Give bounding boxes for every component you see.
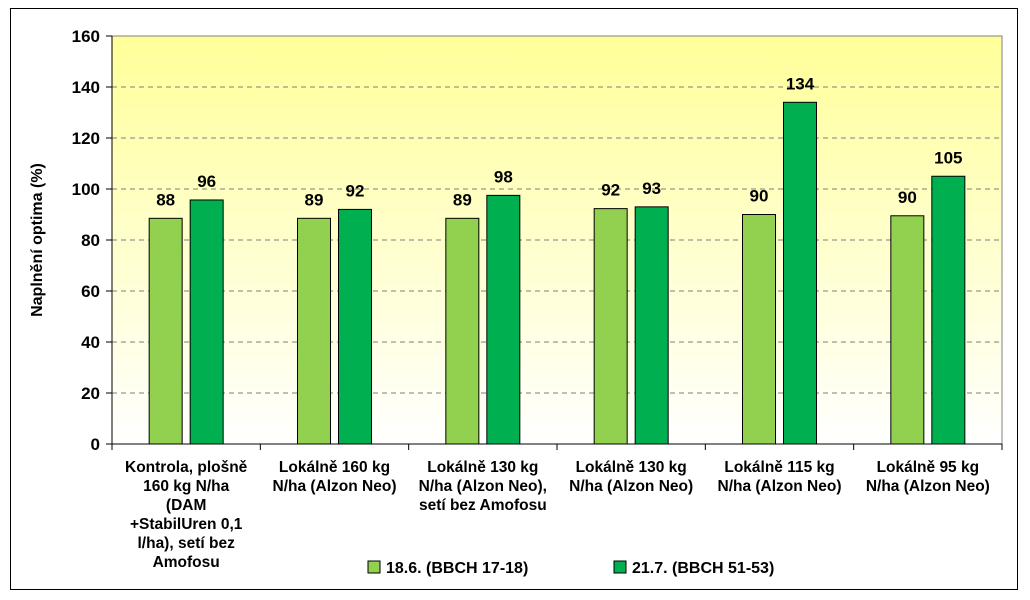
bar xyxy=(486,194,521,445)
x-tick-label: Amofosu xyxy=(153,554,220,571)
bar xyxy=(931,175,966,445)
x-tick-label: Lokálně 160 kg xyxy=(279,459,390,476)
y-tick-label: 100 xyxy=(72,180,100,199)
bar xyxy=(593,208,628,445)
category-labels: Kontrola, plošně 160 kg N/ha (DAM +StabilUr… xyxy=(125,459,990,571)
x-tick-label: Lokálně 115 kg xyxy=(724,459,834,476)
x-tick-label: (DAM xyxy=(166,497,206,514)
data-labels: 88 96 89 92 89 98 92 93 90 134 90 105 xyxy=(156,74,962,209)
data-label: 93 xyxy=(642,179,661,198)
data-label: 96 xyxy=(197,172,216,191)
x-tick-label: N/ha (Alzon Neo) xyxy=(569,478,693,495)
data-label: 89 xyxy=(453,190,472,209)
data-label: 90 xyxy=(750,187,769,206)
bar xyxy=(445,217,480,445)
y-tick-label: 40 xyxy=(81,333,100,352)
x-tick-label: setí bez Amofosu xyxy=(419,497,547,514)
bars xyxy=(148,101,966,445)
legend-swatch xyxy=(613,560,627,574)
x-tick-label: N/ha (Alzon Neo) xyxy=(866,478,990,495)
y-tick-label: 80 xyxy=(81,231,100,250)
bar xyxy=(338,208,372,445)
y-tick-label: 140 xyxy=(72,78,100,97)
axes xyxy=(106,35,1003,450)
data-label: 92 xyxy=(346,181,365,200)
x-tick-label: Lokálně 130 kg xyxy=(427,459,538,476)
x-tick-label: Lokálně 95 kg xyxy=(877,459,980,476)
legend: 18.6. (BBCH 17-18) 21.7. (BBCH 51-53) xyxy=(367,560,774,577)
x-tick-label: Lokálně 130 kg xyxy=(576,459,687,476)
legend-swatch xyxy=(367,560,381,574)
y-tick-label: 0 xyxy=(91,435,100,454)
bar xyxy=(890,215,925,445)
data-label: 90 xyxy=(898,188,917,207)
bar xyxy=(742,214,776,445)
x-tick-label: N/ha (Alzon Neo), xyxy=(419,478,547,495)
legend-label: 18.6. (BBCH 17-18) xyxy=(386,560,528,577)
y-tick-label: 120 xyxy=(72,129,100,148)
x-tick-label: N/ha (Alzon Neo) xyxy=(718,478,842,495)
x-tick-label: Kontrola, plošně xyxy=(125,459,248,476)
y-tick-label: 60 xyxy=(81,282,100,301)
y-axis-label: Naplnění optima (%) xyxy=(29,163,46,317)
gridlines xyxy=(112,35,1002,394)
bar xyxy=(148,217,183,445)
x-tick-label: 160 kg N/ha xyxy=(143,478,230,495)
y-tick-label: 160 xyxy=(72,27,100,46)
y-tick-label: 20 xyxy=(81,384,100,403)
data-label: 98 xyxy=(494,167,513,186)
y-tick-labels: 0 20 40 60 80 100 120 140 160 xyxy=(72,27,100,454)
data-label: 105 xyxy=(934,148,962,167)
x-tick-label: l/ha), setí bez xyxy=(137,535,235,552)
data-label: 89 xyxy=(305,190,324,209)
x-tick-label: N/ha (Alzon Neo) xyxy=(273,478,397,495)
bar xyxy=(189,199,224,445)
legend-label: 21.7. (BBCH 51-53) xyxy=(632,560,774,577)
bar xyxy=(634,206,669,445)
bar xyxy=(297,217,331,445)
x-tick-label: +StabilUren 0,1 xyxy=(130,516,243,533)
data-label: 88 xyxy=(156,190,175,209)
data-label: 92 xyxy=(601,181,620,200)
bar xyxy=(783,101,817,445)
data-label: 134 xyxy=(786,74,815,93)
